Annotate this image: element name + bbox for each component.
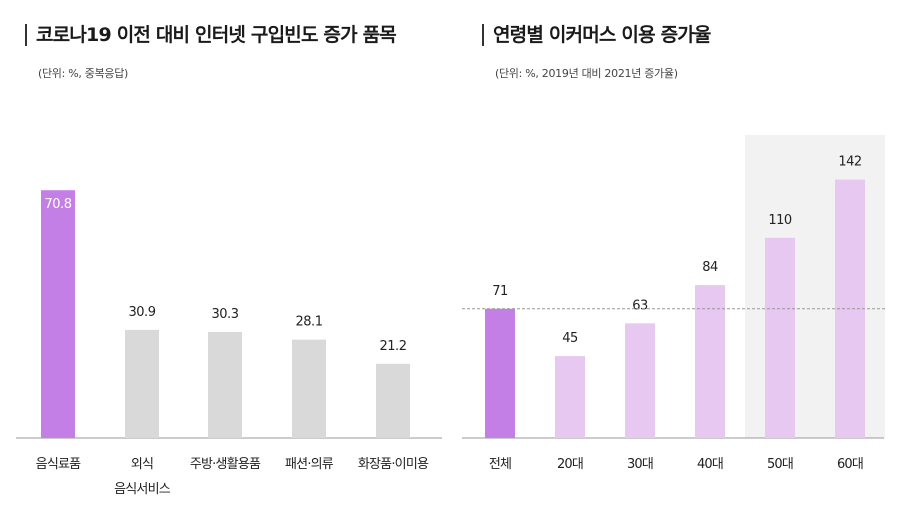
category-label: 화장품·이미용 <box>358 457 429 472</box>
data-label: 45 <box>562 331 578 346</box>
data-label: 71 <box>492 284 508 299</box>
right-chart-title: 연령별 이커머스 이용 증가율 <box>493 24 711 46</box>
data-label: 28.1 <box>296 315 323 330</box>
category-label: 전체 <box>489 457 511 472</box>
category-label: 20대 <box>557 457 583 472</box>
bar <box>125 329 159 438</box>
title-accent-bar <box>25 24 27 46</box>
bar <box>485 308 515 438</box>
right-chart-subtitle: (단위: %, 2019년 대비 2021년 증가율) <box>495 67 678 80</box>
left-chart-subtitle: (단위: %, 중복응답) <box>38 67 129 80</box>
category-label: 50대 <box>767 457 793 472</box>
bar <box>292 339 326 438</box>
bar <box>41 190 75 438</box>
category-label: 40대 <box>697 457 723 472</box>
bar <box>208 331 242 438</box>
bar <box>555 356 585 438</box>
data-label: 84 <box>702 260 718 275</box>
bar <box>695 285 725 438</box>
left-panel: 코로나19 이전 대비 인터넷 구입빈도 증가 품목 (단위: %, 중복응답)… <box>16 24 442 497</box>
right-panel: 연령별 이커머스 이용 증가율 (단위: %, 2019년 대비 2021년 증… <box>460 0 920 512</box>
data-label: 30.9 <box>129 305 156 320</box>
data-label: 63 <box>632 298 648 313</box>
category-label: 30대 <box>627 457 653 472</box>
bar <box>376 363 410 438</box>
data-label: 21.2 <box>380 339 407 354</box>
data-label: 142 <box>838 155 861 170</box>
category-label: 음식서비스 <box>114 482 171 497</box>
age-ecommerce-growth-bar-chart: 71 전체 45 20대 63 30대 84 40대 110 50대 142 60대 <box>462 135 886 472</box>
category-label: 패션·의류 <box>285 457 334 472</box>
category-label: 주방·생활용품 <box>190 457 261 472</box>
category-label: 외식 <box>131 457 153 472</box>
title-accent-bar <box>482 24 484 46</box>
bar <box>765 237 795 438</box>
bar <box>625 323 655 438</box>
data-label: 110 <box>768 213 792 228</box>
category-label: 60대 <box>837 457 863 472</box>
data-label: 70.8 <box>45 197 72 212</box>
category-label: 음식료품 <box>36 457 81 472</box>
data-label: 30.3 <box>212 307 239 322</box>
left-chart-title: 코로나19 이전 대비 인터넷 구입빈도 증가 품목 <box>36 24 397 46</box>
